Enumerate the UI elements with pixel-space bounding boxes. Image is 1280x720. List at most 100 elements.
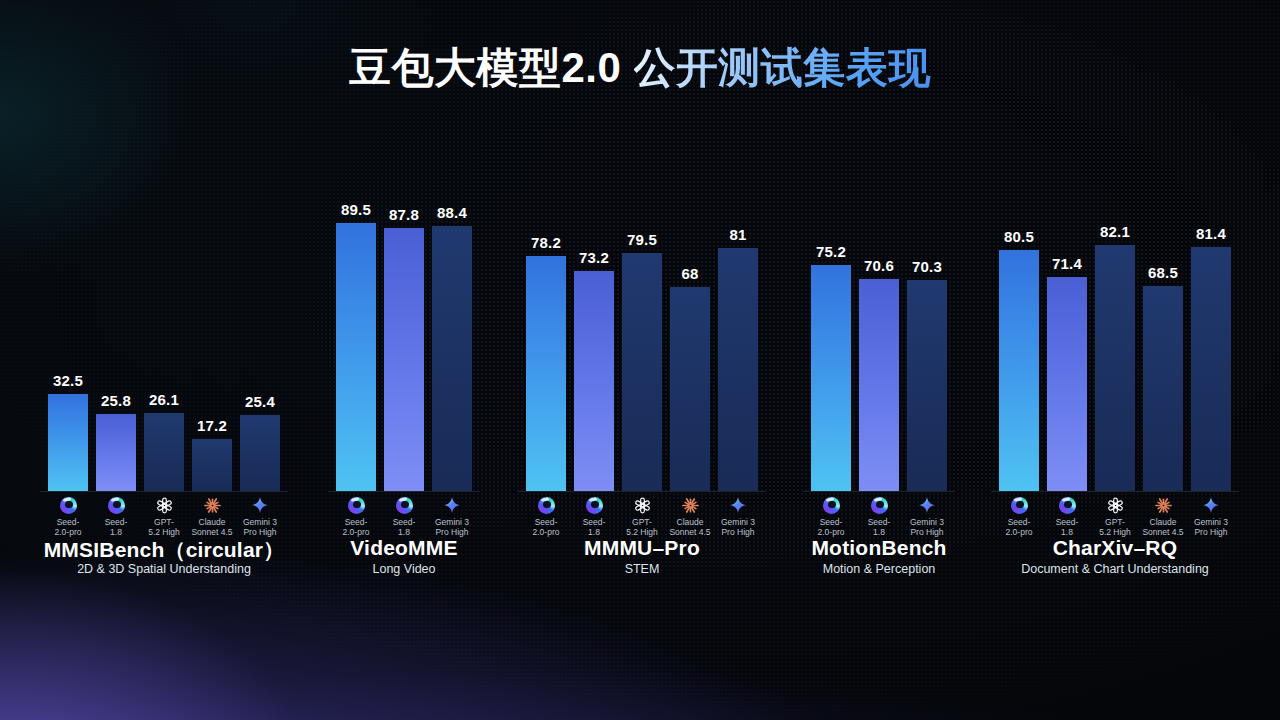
model-label: Seed-2.0-pro [1006,517,1033,537]
model-label: Gemini 3Pro High [243,517,277,537]
bar-value: 80.5 [989,228,1049,245]
bar: 17.2 [192,439,232,491]
seed-icon [871,497,888,514]
legend-row: Seed-2.0-pro Seed-1.8 GPT-5.2 High ClaudeSo… [999,496,1231,537]
bar: 73.2 [574,271,614,491]
claude-icon [682,497,699,514]
model-label: Gemini 3Pro High [721,517,755,537]
bar: 70.6 [859,279,899,491]
model-legend: Gemini 3Pro High [432,496,472,537]
model-label: GPT-5.2 High [1099,517,1131,537]
baseline [803,491,955,492]
bar: 71.4 [1047,277,1087,491]
model-legend: Gemini 3Pro High [1191,496,1231,537]
model-label: Seed-1.8 [105,517,128,537]
bar: 25.8 [96,414,136,491]
bars-row: 80.571.482.168.581.4 [999,245,1231,491]
bar-value: 17.2 [182,417,242,434]
legend-row: Seed-2.0-pro Seed-1.8 GPT-5.2 High ClaudeSo… [48,496,280,537]
bars-row: 75.270.670.3 [811,265,947,491]
bar-value: 79.5 [612,231,672,248]
bar: 25.4 [240,415,280,491]
benchmark-group: 89.587.888.4 Seed-2.0-pro Seed-1.8 Gemini 3… [336,0,472,720]
bar: 68.5 [1143,286,1183,492]
model-legend: GPT-5.2 High [622,496,662,537]
bar: 70.3 [907,280,947,491]
bar: 80.5 [999,250,1039,492]
model-label: ClaudeSonnet 4.5 [669,517,710,537]
seed-icon [108,497,125,514]
baseline [518,491,766,492]
bar-value: 32.5 [38,372,98,389]
model-label: GPT-5.2 High [148,517,180,537]
model-legend: ClaudeSonnet 4.5 [192,496,232,537]
bar-value: 68 [660,265,720,282]
bars-row: 89.587.888.4 [336,223,472,492]
bar-value: 26.1 [134,391,194,408]
openai-icon [1107,497,1124,514]
model-label: Seed-2.0-pro [533,517,560,537]
gemini-icon [1202,496,1220,514]
seed-icon [538,497,555,514]
baseline [328,491,480,492]
openai-icon [156,497,173,514]
claude-icon [1155,497,1172,514]
legend-row: Seed-2.0-pro Seed-1.8 Gemini 3Pro High [336,496,472,537]
model-label: Seed-2.0-pro [343,517,370,537]
model-label: Gemini 3Pro High [435,517,469,537]
model-label: Seed-1.8 [1056,517,1079,537]
openai-icon [634,497,651,514]
baseline [991,491,1239,492]
model-label: ClaudeSonnet 4.5 [1142,517,1183,537]
model-label: Gemini 3Pro High [910,517,944,537]
gemini-icon [251,496,269,514]
bars-row: 78.273.279.56881 [526,248,758,491]
bar: 81.4 [1191,247,1231,491]
bar-value: 73.2 [564,249,624,266]
model-legend: Seed-2.0-pro [48,496,88,537]
bar-value: 82.1 [1085,223,1145,240]
bars-row: 32.525.826.117.225.4 [48,394,280,492]
bar: 78.2 [526,256,566,491]
legend-row: Seed-2.0-pro Seed-1.8 Gemini 3Pro High [811,496,947,537]
group-title: CharXiv–RQ [939,536,1280,560]
model-legend: Seed-1.8 [384,496,424,537]
bar-value: 88.4 [422,204,482,221]
bar: 26.1 [144,413,184,491]
model-legend: GPT-5.2 High [144,496,184,537]
model-legend: Seed-1.8 [574,496,614,537]
model-legend: Seed-1.8 [1047,496,1087,537]
seed-icon [1011,497,1028,514]
gemini-icon [729,496,747,514]
bar-value: 81 [708,226,768,243]
model-legend: Seed-2.0-pro [999,496,1039,537]
seed-icon [1059,497,1076,514]
model-legend: ClaudeSonnet 4.5 [1143,496,1183,537]
model-label: GPT-5.2 High [626,517,658,537]
legend-row: Seed-2.0-pro Seed-1.8 GPT-5.2 High ClaudeSo… [526,496,758,537]
benchmark-group: 75.270.670.3 Seed-2.0-pro Seed-1.8 Gemini 3… [811,0,947,720]
baseline [40,491,288,492]
model-legend: Gemini 3Pro High [240,496,280,537]
model-legend: Seed-1.8 [96,496,136,537]
bar: 89.5 [336,223,376,492]
model-label: Seed-1.8 [868,517,891,537]
group-subtitle: Document & Chart Understanding [929,562,1280,576]
bar: 81 [718,248,758,491]
model-label: Seed-1.8 [583,517,606,537]
bar: 79.5 [622,253,662,492]
model-label: Seed-2.0-pro [55,517,82,537]
bar-value: 71.4 [1037,255,1097,272]
model-legend: GPT-5.2 High [1095,496,1135,537]
seed-icon [396,497,413,514]
seed-icon [348,497,365,514]
bar-value: 81.4 [1181,225,1241,242]
model-label: Seed-2.0-pro [818,517,845,537]
benchmark-group: 80.571.482.168.581.4Seed-2.0-proSeed-1.8… [999,0,1231,720]
model-legend: Seed-2.0-pro [336,496,376,537]
model-label: ClaudeSonnet 4.5 [191,517,232,537]
model-label: Seed-1.8 [393,517,416,537]
claude-icon [204,497,221,514]
bar-value: 68.5 [1133,264,1193,281]
benchmark-group: 78.273.279.56881Seed-2.0-proSeed-1.8GPT-… [526,0,758,720]
